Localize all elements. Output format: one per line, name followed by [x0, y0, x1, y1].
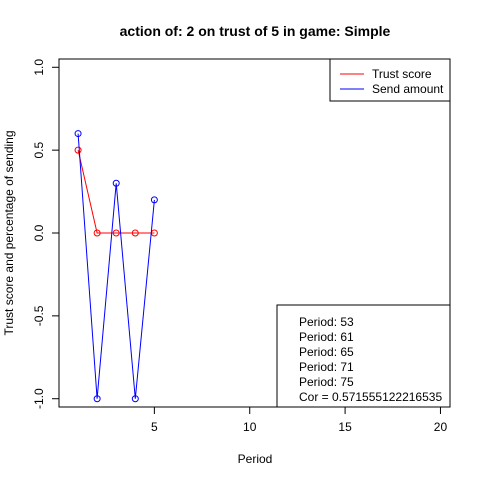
data-point	[74, 130, 82, 138]
legend-item: Trust score	[340, 67, 432, 81]
data-point	[131, 229, 139, 237]
chart-title: action of: 2 on trust of 5 in game: Simp…	[120, 23, 391, 39]
series-line	[77, 149, 155, 234]
legend-label: Send amount	[372, 82, 444, 96]
series-layer	[74, 130, 158, 403]
legend-box	[329, 58, 451, 102]
data-point	[131, 395, 139, 403]
y-tick-label: -0.5	[32, 305, 46, 326]
y-axis-label: Trust score and percentage of sending	[2, 130, 16, 335]
series-2	[74, 130, 158, 403]
data-point	[112, 229, 120, 237]
info-line: Period: 61	[299, 330, 354, 344]
y-tick-label: 1.0	[32, 59, 46, 76]
series-1	[74, 146, 158, 237]
x-axis: 5 10 15 20	[151, 406, 448, 434]
legend-item: Send amount	[340, 82, 444, 96]
y-tick-label: 0.5	[32, 141, 46, 158]
info-line: Period: 71	[299, 360, 354, 374]
data-point	[93, 229, 101, 237]
series-line	[77, 133, 155, 399]
data-point	[150, 196, 158, 204]
x-axis-label: Period	[238, 452, 273, 466]
info-line: Cor = 0.571555122216535	[299, 390, 442, 404]
x-tick-label: 10	[243, 420, 257, 434]
info-line: Period: 75	[299, 375, 354, 389]
data-point	[112, 179, 120, 187]
x-tick-label: 15	[338, 420, 352, 434]
data-point	[93, 395, 101, 403]
y-tick-label: -1.0	[32, 388, 46, 409]
data-point	[74, 146, 82, 154]
info-box-frame	[276, 304, 451, 408]
y-axis: -1.0 -0.5 0.0 0.5 1.0	[32, 59, 60, 409]
legend-label: Trust score	[372, 67, 432, 81]
info-line: Period: 65	[299, 345, 354, 359]
x-tick-label: 5	[151, 420, 158, 434]
y-tick-label: 0.0	[32, 224, 46, 241]
info-line: Period: 53	[299, 315, 354, 329]
x-tick-label: 20	[434, 420, 448, 434]
